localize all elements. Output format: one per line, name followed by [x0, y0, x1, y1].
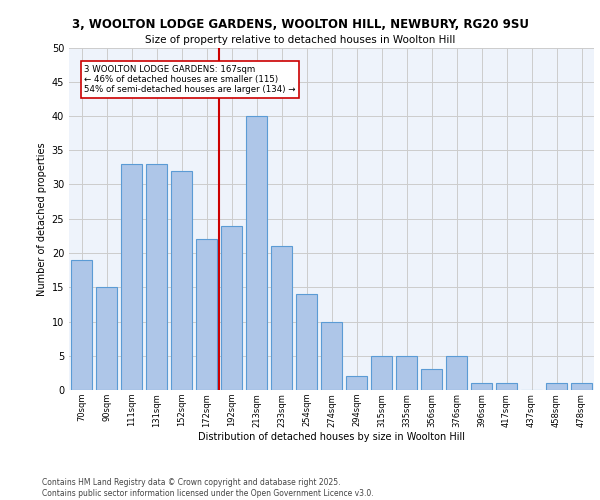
Bar	[171, 171, 192, 390]
Text: 3 WOOLTON LODGE GARDENS: 167sqm
← 46% of detached houses are smaller (115)
54% o: 3 WOOLTON LODGE GARDENS: 167sqm ← 46% of…	[84, 64, 296, 94]
Bar	[146, 164, 167, 390]
Bar	[496, 383, 517, 390]
Bar	[321, 322, 342, 390]
Bar	[196, 240, 217, 390]
Bar	[546, 383, 567, 390]
X-axis label: Distribution of detached houses by size in Woolton Hill: Distribution of detached houses by size …	[198, 432, 465, 442]
Bar	[396, 356, 417, 390]
Bar	[71, 260, 92, 390]
Bar	[296, 294, 317, 390]
Text: Size of property relative to detached houses in Woolton Hill: Size of property relative to detached ho…	[145, 35, 455, 45]
Y-axis label: Number of detached properties: Number of detached properties	[37, 142, 47, 296]
Bar	[246, 116, 267, 390]
Bar	[571, 383, 592, 390]
Bar	[271, 246, 292, 390]
Bar	[371, 356, 392, 390]
Text: 3, WOOLTON LODGE GARDENS, WOOLTON HILL, NEWBURY, RG20 9SU: 3, WOOLTON LODGE GARDENS, WOOLTON HILL, …	[71, 18, 529, 30]
Bar	[346, 376, 367, 390]
Bar	[96, 287, 117, 390]
Text: Contains HM Land Registry data © Crown copyright and database right 2025.
Contai: Contains HM Land Registry data © Crown c…	[42, 478, 374, 498]
Bar	[471, 383, 492, 390]
Bar	[121, 164, 142, 390]
Bar	[221, 226, 242, 390]
Bar	[446, 356, 467, 390]
Bar	[421, 370, 442, 390]
